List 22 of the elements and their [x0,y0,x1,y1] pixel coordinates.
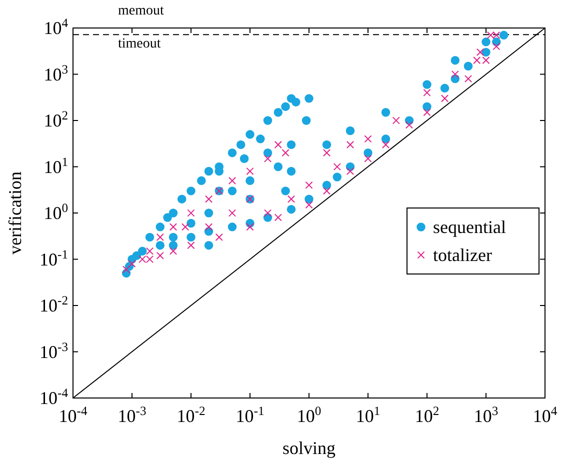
y-tick-label: 10$^{3}$ [44,62,68,84]
x-tick-label: 10$^{-3}$ [118,404,146,426]
y-tick-label: 10$^{0}$ [44,201,68,223]
y-tick-label: 10$^{-1}$ [40,247,68,270]
x-tick-label: 10$^{0}$ [296,404,322,426]
y-tick-label: 10$^{4}$ [44,16,69,38]
x-tick-label: 10$^{4}$ [532,404,558,426]
y-tick-label: 10$^{1}$ [44,154,68,177]
x-tick-label: 10$^{1}$ [356,404,380,426]
y-tick-label: 10$^{-3}$ [40,340,68,362]
x-tick-label: 10$^{-1}$ [236,404,264,426]
legend-label: sequential [433,217,506,237]
y-axis-title: verification [5,172,25,254]
x-tick-label: 10$^{3}$ [474,404,498,426]
text: memout [118,4,164,19]
x-tick-label: 10$^{-2}$ [176,404,206,426]
legend-label: totalizer [433,245,492,265]
x-axis-title: solving [282,438,336,458]
annotation: timeout [118,36,161,52]
y-tick-label: 10$^{2}$ [44,108,68,130]
x-tick-label: 10$^{2}$ [414,404,440,426]
y-tick-label: 10$^{-2}$ [40,294,68,316]
